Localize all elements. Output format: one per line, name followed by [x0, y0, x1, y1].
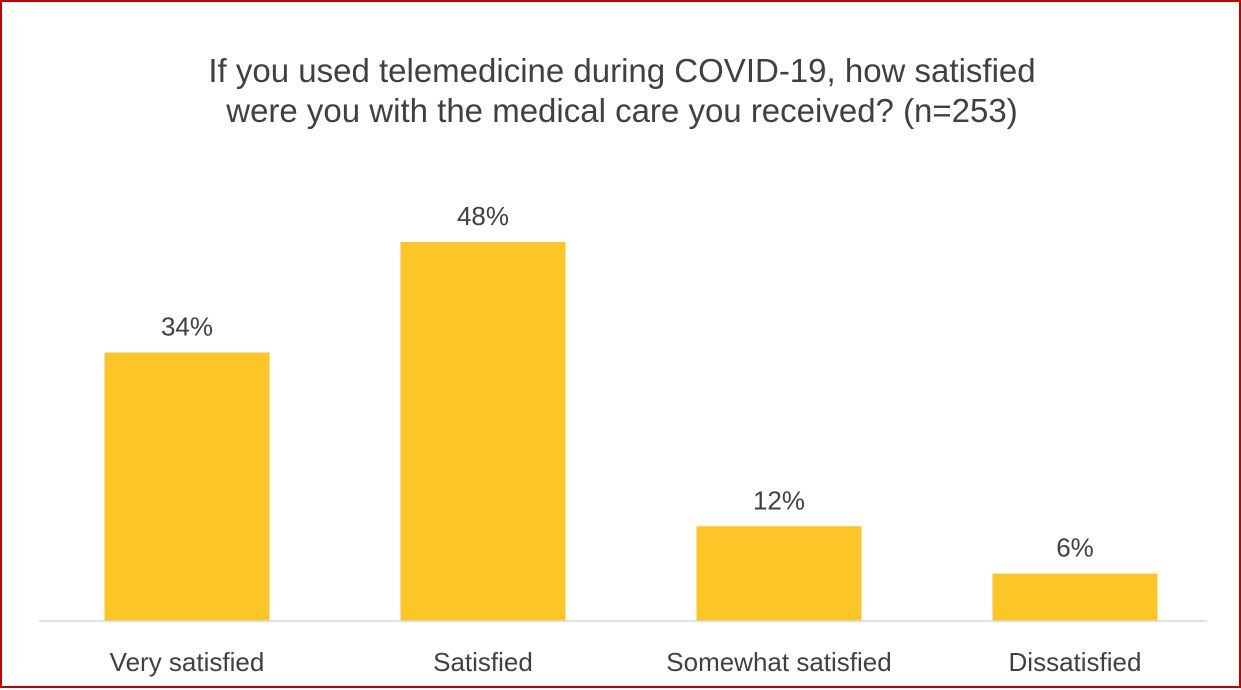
category-label-very-satisfied: Very satisfied — [110, 647, 265, 677]
bar-very-satisfied — [104, 352, 270, 621]
category-label-satisfied: Satisfied — [433, 647, 533, 677]
bar-somewhat-satisfied — [696, 526, 862, 621]
category-label-dissatisfied: Dissatisfied — [1009, 647, 1142, 677]
data-label-satisfied: 48% — [457, 201, 509, 231]
data-label-very-satisfied: 34% — [161, 312, 213, 342]
chart-title-line-2: were you with the medical care you recei… — [225, 92, 1018, 129]
bar-satisfied — [400, 242, 566, 621]
chart-title-line-1: If you used telemedicine during COVID-19… — [208, 52, 1035, 89]
data-label-dissatisfied: 6% — [1056, 533, 1094, 563]
data-label-somewhat-satisfied: 12% — [753, 485, 805, 515]
bar-dissatisfied — [992, 573, 1158, 621]
category-label-somewhat-satisfied: Somewhat satisfied — [666, 647, 891, 677]
bars-layer: 34% Very satisfied 48% Satisfied 12% Somewhat… — [104, 201, 1158, 677]
